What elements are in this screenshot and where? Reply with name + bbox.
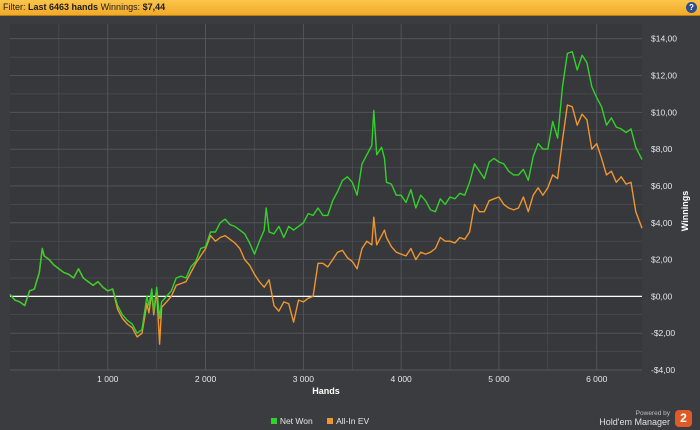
y-tick-label: $4,00 — [651, 218, 673, 228]
y-tick-label: $12,00 — [651, 71, 677, 81]
powered-by: Powered by Hold'em Manager — [599, 409, 670, 427]
x-axis-ticks: 1 000 2 000 3 000 4 000 5 000 6 000 — [97, 374, 607, 384]
help-icon[interactable]: ? — [686, 2, 697, 13]
x-tick-label: 2 000 — [195, 374, 217, 384]
filter-label: Filter: — [3, 2, 26, 12]
winnings-label: Winnings: — [100, 2, 141, 12]
legend: Net Won All-In EV — [0, 416, 640, 426]
legend-item-all-in-ev[interactable]: All-In EV — [327, 416, 369, 426]
series-group — [9, 50, 643, 345]
x-tick-label: 6 000 — [586, 374, 608, 384]
filter-bar: Filter: Last 6463 hands Winnings: $7,44 … — [0, 0, 700, 16]
y-tick-label: -$2,00 — [651, 328, 675, 338]
product-name: Hold'em Manager — [599, 417, 670, 427]
x-axis-title: Hands — [312, 386, 340, 396]
hm2-logo-icon: 2 — [675, 410, 692, 427]
winnings-chart: -$4,00 -$2,00 $0,00 $2,00 $4,00 $6,00 $8,00 $10… — [9, 24, 690, 396]
net-won-swatch — [270, 418, 277, 424]
y-tick-label: $2,00 — [651, 255, 673, 265]
plot-background — [10, 24, 642, 370]
series-line-net-won — [9, 50, 643, 334]
y-tick-label: $14,00 — [651, 34, 677, 44]
y-tick-label: $0,00 — [651, 291, 673, 301]
all-in-ev-swatch — [327, 418, 334, 424]
x-tick-label: 4 000 — [391, 374, 413, 384]
y-tick-label: $10,00 — [651, 107, 677, 117]
y-axis-ticks: -$4,00 -$2,00 $0,00 $2,00 $4,00 $6,00 $8,00 $10… — [651, 34, 677, 375]
legend-item-net-won[interactable]: Net Won — [270, 416, 313, 426]
winnings-value: $7,44 — [142, 2, 166, 12]
y-tick-label: $6,00 — [651, 181, 673, 191]
legend-label-net-won: Net Won — [279, 416, 313, 426]
filter-value: Last 6463 hands — [28, 2, 99, 12]
powered-by-text: Powered by — [635, 410, 670, 417]
y-tick-label: $8,00 — [651, 144, 673, 154]
y-axis-title: Winnings — [680, 191, 690, 231]
legend-label-all-in-ev: All-In EV — [336, 416, 370, 426]
x-tick-label: 1 000 — [97, 374, 119, 384]
y-tick-label: -$4,00 — [651, 365, 675, 375]
x-tick-label: 3 000 — [293, 374, 315, 384]
x-tick-label: 5 000 — [488, 374, 510, 384]
